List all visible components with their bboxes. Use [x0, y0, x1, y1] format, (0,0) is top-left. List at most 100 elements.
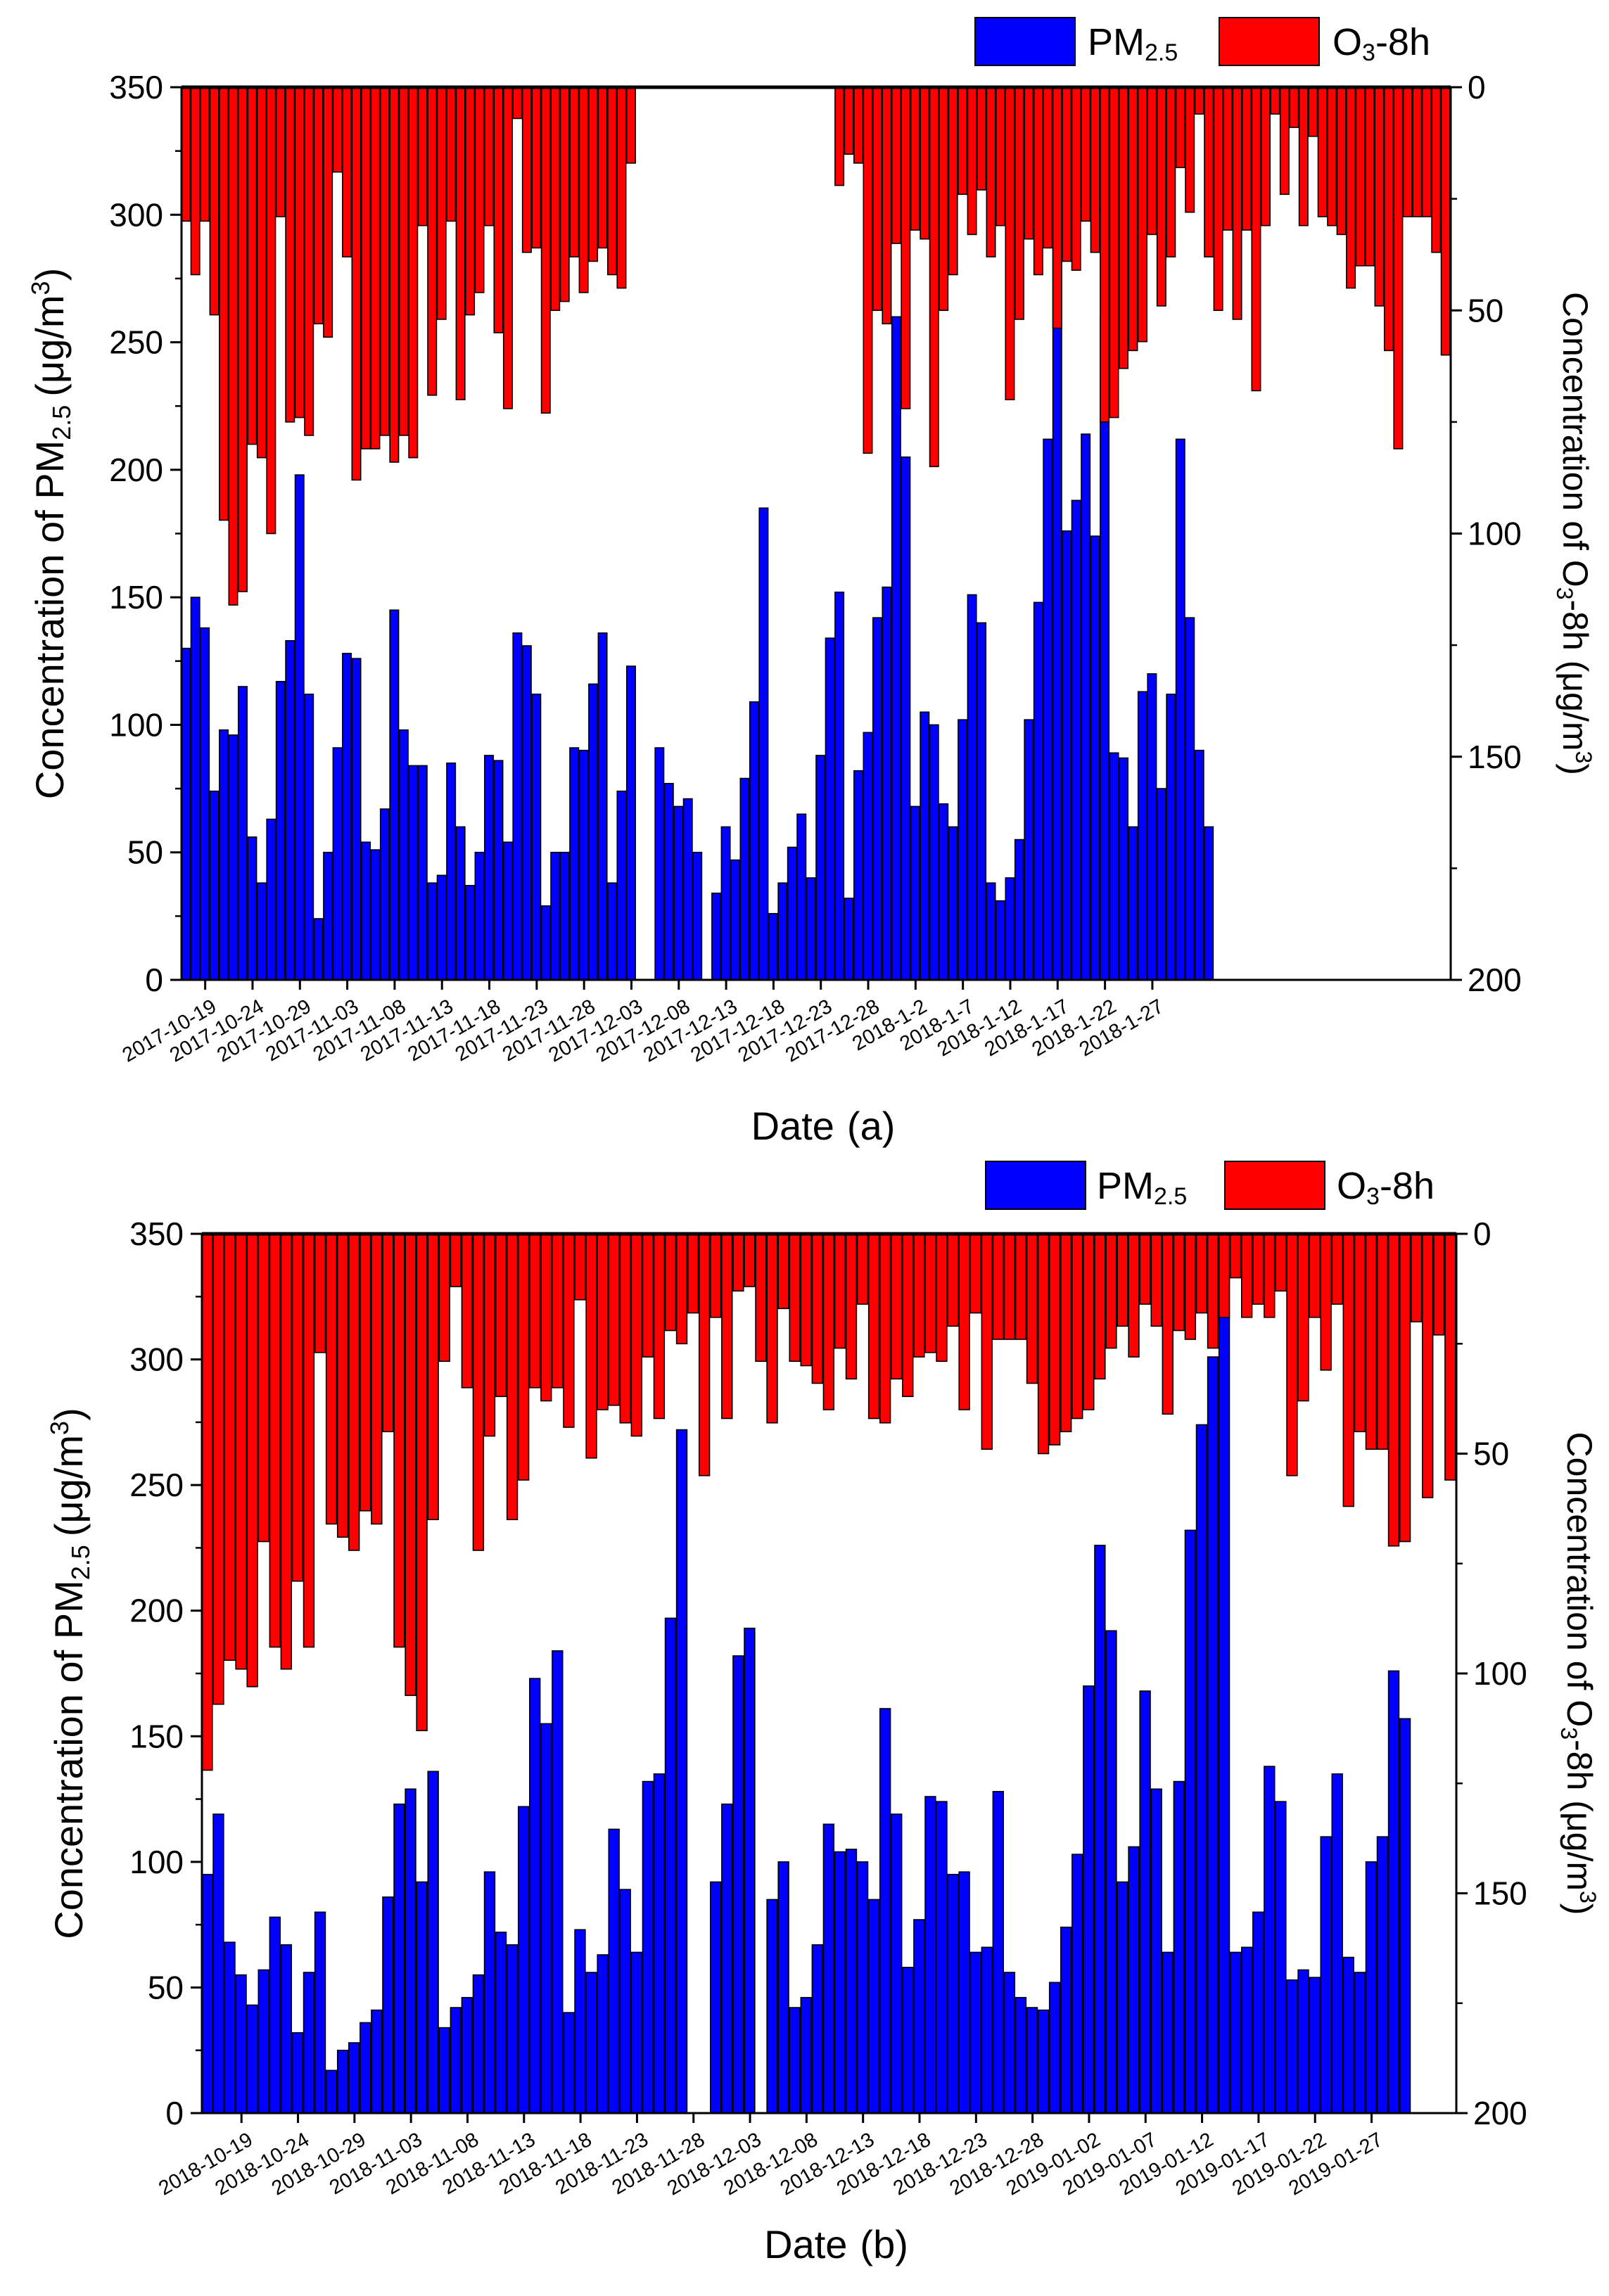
right-tick-label: 0	[1468, 69, 1486, 106]
panel-label: (b)	[860, 2222, 908, 2266]
o3-bar	[619, 1233, 631, 1424]
left-tick-label: 0	[145, 962, 163, 998]
o3-bar	[304, 87, 314, 436]
pm25-bar	[512, 632, 523, 981]
right-axis-title: Concentration of O3-8h (μg/m3)	[1556, 1432, 1601, 1915]
o3-bar	[936, 1233, 948, 1363]
o3-bar	[502, 87, 513, 409]
pm25-bar	[1033, 601, 1043, 981]
o3-bar	[1037, 1233, 1050, 1455]
pm25-bar	[371, 2009, 383, 2114]
o3-bar	[1275, 1233, 1287, 1292]
pm25-bar	[484, 755, 494, 981]
o3-bar	[455, 87, 466, 400]
o3-bar	[472, 1233, 485, 1551]
o3-bar	[408, 87, 419, 459]
pm25-bar	[607, 882, 618, 981]
pm25-bar	[1166, 694, 1176, 981]
o3-legend-swatch	[1219, 17, 1320, 66]
o3-bar	[360, 87, 371, 449]
o3-bar	[417, 87, 428, 227]
o3-bar	[1175, 87, 1185, 169]
pm25-bar	[856, 1861, 869, 2114]
o3-bar	[280, 1233, 293, 1670]
pm25-bar	[389, 609, 400, 981]
pm25-bar	[1185, 617, 1195, 981]
pm25-bar	[825, 637, 835, 981]
pm25-bar	[1342, 1956, 1354, 2114]
pm25-bar	[1275, 1801, 1287, 2114]
pm25-bar	[777, 882, 788, 981]
o3-bar	[1286, 1233, 1298, 1477]
pm25-bar	[417, 765, 428, 981]
o3-bar	[867, 1233, 880, 1420]
o3-bar	[574, 1233, 586, 1301]
o3-bar	[224, 1233, 236, 1662]
right-tick-label: 200	[1473, 2095, 1527, 2131]
left-tick-label: 300	[129, 1341, 184, 1378]
o3-bar	[348, 1233, 360, 1551]
pm25-bar	[1162, 1951, 1174, 2114]
o3-bar	[947, 1233, 959, 1327]
o3-bar	[351, 87, 362, 481]
o3-bar	[1005, 87, 1015, 400]
left-tick-label: 200	[109, 452, 163, 488]
pm25-bar	[1026, 2007, 1038, 2114]
o3-bar	[1109, 87, 1119, 419]
pm25-bar	[1194, 749, 1204, 981]
pm25-bar	[853, 770, 864, 981]
pm25-bar	[294, 474, 305, 981]
pm25-bar	[550, 851, 561, 981]
right-tick-label: 0	[1473, 1216, 1492, 1252]
o3-bar	[1218, 1233, 1230, 1318]
o3-bar	[1365, 1233, 1378, 1450]
pm25-bar	[472, 1974, 485, 2114]
pm25-bar	[342, 653, 352, 981]
pm25-bar	[711, 892, 722, 981]
o3-bar	[1309, 1233, 1321, 1318]
pm25-bar	[563, 2012, 575, 2114]
pm25-bar	[616, 790, 627, 981]
pm25-bar	[1309, 1977, 1321, 2114]
o3-bar	[1184, 1233, 1197, 1340]
o3-bar	[416, 1233, 428, 1732]
o3-bar	[578, 87, 589, 293]
o3-bar	[314, 1233, 326, 1353]
pm25-bar	[314, 1911, 326, 2114]
o3-bar	[1071, 87, 1081, 271]
left-tick-label: 200	[129, 1593, 184, 1629]
o3-bar	[1162, 1233, 1174, 1415]
o3-bar	[1251, 87, 1261, 392]
o3-bar	[992, 1233, 1004, 1340]
o3-bar	[1185, 87, 1195, 213]
o3-bar	[550, 87, 561, 312]
o3-bar	[246, 1233, 258, 1688]
o3-bar	[920, 87, 930, 240]
pm25-bar	[834, 1851, 846, 2114]
o3-bar	[294, 87, 305, 419]
o3-bar	[228, 87, 239, 606]
pm25-bar	[1090, 535, 1100, 981]
o3-bar	[1229, 1233, 1242, 1279]
left-tick-label: 350	[109, 69, 163, 106]
pm25-bar	[285, 639, 295, 981]
o3-bar	[891, 1233, 903, 1380]
o3-bar	[1173, 1233, 1185, 1332]
o3-bar	[1241, 1233, 1253, 1318]
o3-bar	[495, 1233, 507, 1398]
pm25-bar	[863, 732, 873, 981]
o3-bar	[1327, 87, 1337, 227]
pm25-bar	[913, 1919, 925, 2114]
pm25-bar	[867, 1899, 880, 2114]
o3-bar	[732, 1233, 744, 1292]
pm25-bar	[749, 701, 759, 981]
o3-bar	[856, 1233, 869, 1305]
pm25-bar	[845, 1849, 858, 2114]
pm25-bar	[1139, 1690, 1151, 2114]
o3-bar	[303, 1233, 315, 1648]
pm25-bar	[958, 1871, 970, 2114]
pm25-bar	[1003, 1972, 1016, 2114]
pm25-bar	[1365, 1861, 1378, 2114]
